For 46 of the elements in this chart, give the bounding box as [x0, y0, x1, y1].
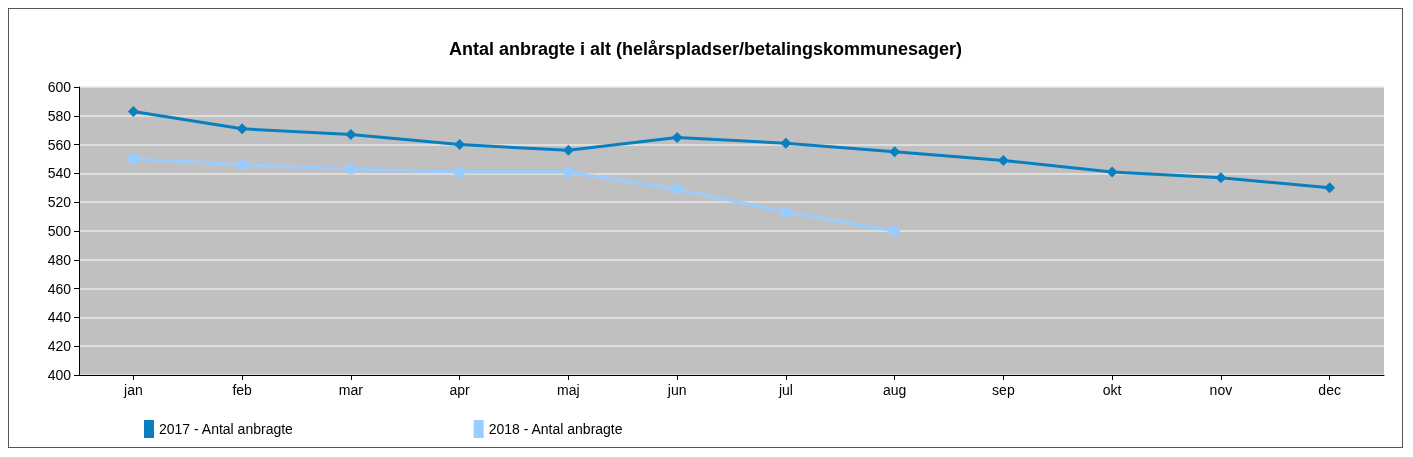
x-tick-label: okt [1102, 382, 1122, 398]
chart-title: Antal anbragte i alt (helårspladser/betalingskommunesager) [448, 39, 963, 59]
point [671, 183, 683, 195]
legend-label: 2017 - Antal anbragte [159, 421, 294, 437]
y-tick-label: 460 [47, 280, 72, 297]
x-tick-label: feb [232, 382, 253, 398]
y-tick-label: 400 [47, 367, 72, 383]
x-tick-label: maj [557, 382, 580, 398]
x-tick-label: jan [123, 382, 143, 398]
point [1215, 172, 1227, 184]
y-tick-label: 420 [47, 338, 72, 355]
x-tick-label: sep [992, 382, 1015, 398]
x-tick-label: mar [338, 382, 364, 398]
point [1106, 166, 1118, 178]
y-tick-label: 500 [47, 223, 72, 239]
legend-label: 2018 - Antal anbragte [488, 421, 623, 437]
y-tick-label: 580 [47, 107, 72, 124]
x-tick-label: jun [666, 382, 687, 398]
point [345, 163, 357, 175]
point [780, 206, 792, 218]
x-tick-label: jul [777, 382, 793, 398]
y-tick-label: 520 [47, 194, 72, 211]
point [454, 139, 466, 151]
point [997, 154, 1009, 166]
y-tick-label: 540 [47, 165, 72, 182]
x-tick-label: aug [882, 382, 907, 398]
point [345, 129, 357, 141]
y-tick-label: 600 [47, 79, 72, 95]
point [671, 131, 683, 143]
x-tick-label: nov [1209, 382, 1233, 398]
point [127, 153, 139, 165]
point [562, 144, 574, 156]
y-tick-label: 440 [47, 309, 72, 326]
point [236, 159, 248, 171]
y-tick-label: 480 [47, 251, 72, 268]
point [454, 166, 466, 178]
point [889, 146, 901, 158]
y-tick-label: 560 [47, 136, 72, 153]
point [562, 166, 574, 178]
point [236, 123, 248, 135]
point [127, 105, 139, 117]
x-tick-label: apr [449, 382, 471, 398]
point [1324, 182, 1336, 194]
x-tick-label: dec [1318, 382, 1341, 398]
point [780, 137, 792, 149]
point [889, 225, 901, 237]
